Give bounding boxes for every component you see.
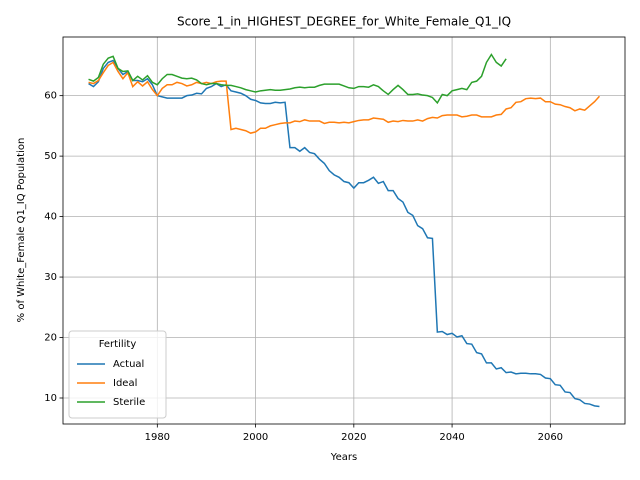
- line-series: [88, 53, 507, 105]
- line-series: [88, 59, 600, 408]
- x-tick-label: 2060: [538, 432, 563, 443]
- y-tick-label: 40: [44, 212, 57, 223]
- axes-frame: [62, 36, 626, 425]
- legend-title: Fertility: [99, 339, 137, 350]
- y-tick-label: 20: [44, 333, 57, 344]
- y-tick-label: 60: [44, 91, 57, 102]
- x-tick-label: 2040: [439, 432, 464, 443]
- chart-title: Score_1_in_HIGHEST_DEGREE_for_White_Fema…: [177, 15, 511, 29]
- line-series: [88, 61, 601, 134]
- x-axis-label: Years: [330, 452, 357, 463]
- y-axis-label: % of White_Female Q1_IQ Population: [16, 138, 27, 323]
- legend-label: Sterile: [113, 397, 145, 408]
- y-tick-label: 30: [44, 272, 57, 283]
- legend-label: Ideal: [113, 378, 137, 389]
- x-tick-label: 2000: [243, 432, 268, 443]
- x-tick-label: 2020: [341, 432, 366, 443]
- legend: Fertility Actual Ideal Sterile: [68, 330, 167, 419]
- legend-label: Actual: [113, 359, 144, 370]
- legend-box: [68, 330, 167, 419]
- x-tick-label: 1980: [145, 432, 170, 443]
- y-tick-label: 50: [44, 151, 57, 162]
- y-tick-label: 10: [44, 393, 57, 404]
